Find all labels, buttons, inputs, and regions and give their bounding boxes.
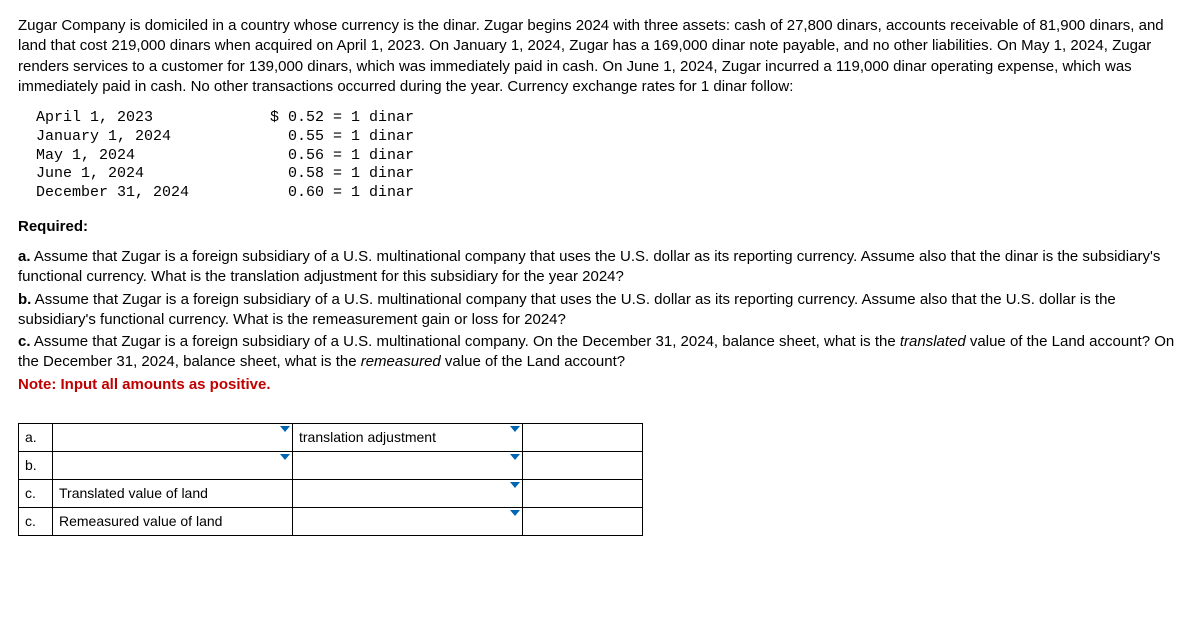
req-c-italic1: translated: [900, 333, 966, 350]
chevron-down-icon: [510, 482, 520, 488]
table-row: b.: [19, 451, 643, 479]
req-a-label: a.: [18, 248, 31, 265]
table-row: c. Remeasured value of land: [19, 507, 643, 535]
amount-input[interactable]: [523, 479, 643, 507]
chevron-down-icon: [280, 454, 290, 460]
required-heading: Required:: [18, 217, 1182, 237]
requirement-a: a. Assume that Zugar is a foreign subsid…: [18, 247, 1182, 288]
row-label: a.: [19, 423, 53, 451]
requirement-c: c. Assume that Zugar is a foreign subsid…: [18, 332, 1182, 373]
table-row: c. Translated value of land: [19, 479, 643, 507]
req-b-label: b.: [18, 291, 31, 308]
desc-cell: Remeasured value of land: [53, 507, 293, 535]
req-c-text3: value of the Land account?: [441, 353, 625, 370]
input-note: Note: Input all amounts as positive.: [18, 375, 1182, 395]
chevron-down-icon: [510, 510, 520, 516]
type-dropdown[interactable]: [293, 479, 523, 507]
req-b-text: Assume that Zugar is a foreign subsidiar…: [18, 291, 1116, 328]
chevron-down-icon: [280, 426, 290, 432]
amount-input[interactable]: [523, 451, 643, 479]
desc-cell: Translated value of land: [53, 479, 293, 507]
amount-input[interactable]: [523, 423, 643, 451]
req-c-label: c.: [18, 333, 31, 350]
type-dropdown[interactable]: translation adjustment: [293, 423, 523, 451]
problem-intro: Zugar Company is domiciled in a country …: [18, 16, 1182, 97]
desc-dropdown[interactable]: [53, 423, 293, 451]
req-a-text: Assume that Zugar is a foreign subsidiar…: [18, 248, 1160, 285]
type-dropdown[interactable]: [293, 507, 523, 535]
req-c-text1: Assume that Zugar is a foreign subsidiar…: [31, 333, 900, 350]
row-label: b.: [19, 451, 53, 479]
requirements-list: a. Assume that Zugar is a foreign subsid…: [18, 247, 1182, 395]
chevron-down-icon: [510, 454, 520, 460]
amount-input[interactable]: [523, 507, 643, 535]
answer-table: a. translation adjustment b. c. Translat…: [18, 423, 643, 536]
row-label: c.: [19, 507, 53, 535]
req-c-italic2: remeasured: [361, 353, 441, 370]
table-row: a. translation adjustment: [19, 423, 643, 451]
requirement-b: b. Assume that Zugar is a foreign subsid…: [18, 290, 1182, 331]
exchange-rate-table: April 1, 2023 $ 0.52 = 1 dinar January 1…: [36, 109, 1182, 203]
chevron-down-icon: [510, 426, 520, 432]
row-label: c.: [19, 479, 53, 507]
desc-dropdown[interactable]: [53, 451, 293, 479]
type-dropdown[interactable]: [293, 451, 523, 479]
